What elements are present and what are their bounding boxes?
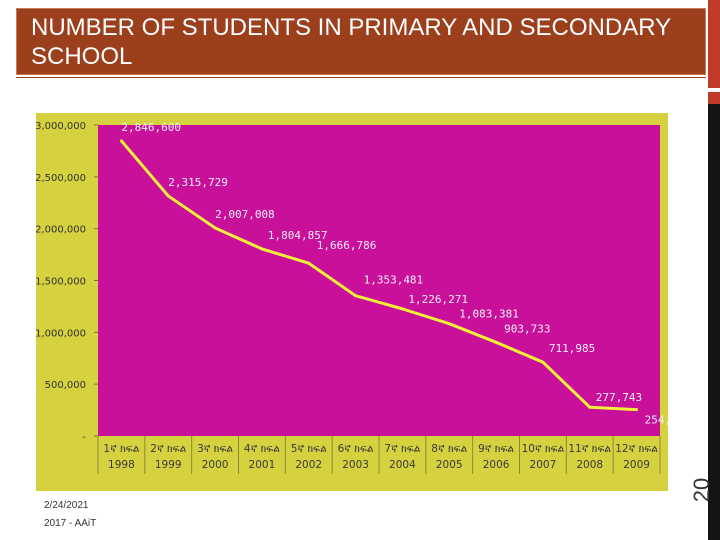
data-label: 903,733 bbox=[504, 322, 550, 335]
x-tick-label-grade: 1ኛ ክፍል bbox=[103, 443, 139, 455]
series-line bbox=[120, 139, 637, 412]
data-point bbox=[119, 139, 123, 143]
x-tick-label-grade: 8ኛ ክፍል bbox=[431, 443, 467, 455]
x-tick-label-grade: 5ኛ ክፍል bbox=[291, 443, 327, 455]
y-tick-label: 2,000,000 bbox=[36, 225, 86, 236]
y-tick-label: 3,000,000 bbox=[36, 121, 86, 132]
data-point bbox=[588, 405, 592, 409]
y-tick-label: 1,500,000 bbox=[36, 277, 86, 288]
x-tick-label-year: 1998 bbox=[108, 459, 135, 471]
x-tick-label-year: 2001 bbox=[249, 459, 276, 471]
title-bar: NUMBER OF STUDENTS IN PRIMARY AND SECOND… bbox=[16, 8, 706, 75]
accent-notch bbox=[708, 88, 720, 92]
data-label: 1,666,786 bbox=[317, 239, 377, 252]
x-tick-label-year: 2008 bbox=[576, 459, 603, 471]
data-label: 1,226,271 bbox=[408, 293, 468, 306]
data-point bbox=[541, 360, 545, 364]
x-tick-label-year: 2004 bbox=[389, 459, 416, 471]
data-point bbox=[447, 322, 451, 326]
x-tick-label-year: 2009 bbox=[623, 459, 650, 471]
data-label: 711,985 bbox=[549, 342, 595, 355]
data-label: 1,083,381 bbox=[459, 308, 519, 321]
data-point bbox=[635, 408, 639, 412]
data-point bbox=[354, 294, 358, 298]
right-accent-bar bbox=[708, 0, 720, 104]
data-label: 2,846,600 bbox=[121, 121, 181, 134]
data-label: 277,743 bbox=[596, 391, 642, 404]
y-tick-label: 500,000 bbox=[45, 380, 86, 391]
x-tick-label-grade: 7ኛ ክፍል bbox=[384, 443, 420, 455]
slide-number: 20 bbox=[689, 477, 714, 503]
students-line-chart: - 500,000 1,000,000 1,500,000 2,000,000 2,500… bbox=[36, 113, 668, 491]
x-tick-label-year: 2003 bbox=[342, 459, 369, 471]
data-label: 254,703 bbox=[645, 414, 668, 427]
x-tick-label-grade: 10ኛ ክፍል bbox=[522, 443, 565, 455]
x-tick-label-grade: 12ኛ ክፍል bbox=[615, 443, 658, 455]
x-tick-label-grade: 3ኛ ክፍል bbox=[197, 443, 233, 455]
y-tick-label: - bbox=[82, 432, 86, 443]
y-tick-label: 2,500,000 bbox=[36, 173, 86, 184]
right-side-bar bbox=[708, 104, 720, 540]
x-tick-label-year: 1999 bbox=[155, 459, 182, 471]
data-label: 1,353,481 bbox=[364, 274, 424, 287]
data-label: 2,007,008 bbox=[215, 208, 275, 221]
data-point bbox=[166, 194, 170, 198]
data-point bbox=[400, 307, 404, 311]
title-underline bbox=[16, 77, 706, 78]
slide-title: NUMBER OF STUDENTS IN PRIMARY AND SECOND… bbox=[31, 14, 671, 70]
data-point bbox=[213, 226, 217, 230]
x-tick-label-grade: 4ኛ ክፍል bbox=[244, 443, 280, 455]
x-tick-label-year: 2005 bbox=[436, 459, 463, 471]
data-label: 2,315,729 bbox=[168, 176, 228, 189]
x-tick-label-grade: 11ኛ ክፍል bbox=[568, 443, 611, 455]
data-point bbox=[494, 340, 498, 344]
footer-org: 2017 - AAiT bbox=[44, 518, 97, 529]
x-tick-label-grade: 9ኛ ክፍል bbox=[478, 443, 514, 455]
data-label: 1,804,857 bbox=[268, 229, 328, 242]
data-point bbox=[307, 261, 311, 265]
x-tick-label-year: 2006 bbox=[483, 459, 510, 471]
footer-date: 2/24/2021 bbox=[44, 500, 89, 511]
y-tick-label: 1,000,000 bbox=[36, 328, 86, 339]
x-tick-label-grade: 6ኛ ክፍል bbox=[338, 443, 374, 455]
x-tick-label-year: 2007 bbox=[530, 459, 557, 471]
data-point bbox=[260, 247, 264, 251]
x-tick-label-grade: 2ኛ ክፍል bbox=[150, 443, 186, 455]
x-tick-label-year: 2002 bbox=[295, 459, 322, 471]
x-tick-label-year: 2000 bbox=[202, 459, 229, 471]
